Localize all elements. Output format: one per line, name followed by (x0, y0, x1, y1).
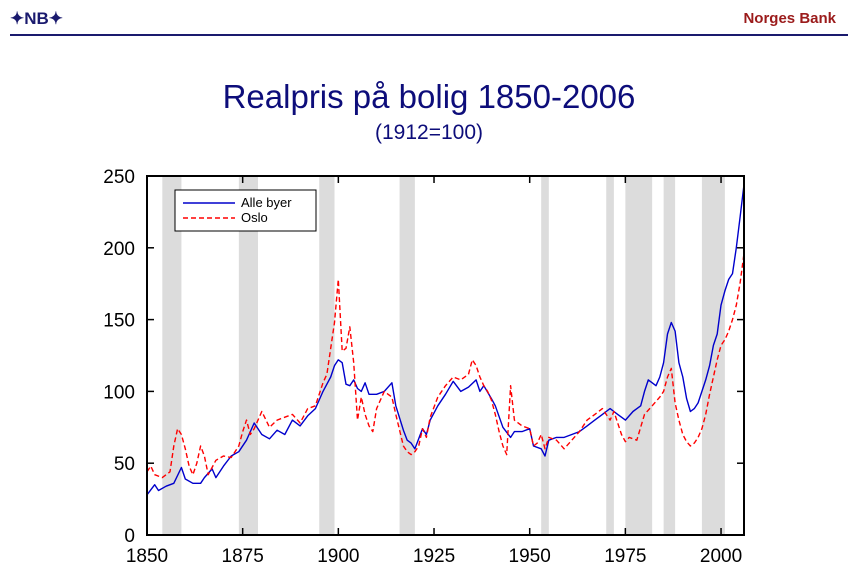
legend-label: Alle byer (241, 195, 292, 210)
series-line-oslo (146, 253, 745, 479)
shaded-period-8 (701, 176, 725, 535)
series-line-alle-byer (146, 184, 745, 496)
series-layer (146, 184, 745, 496)
y-tick-label: 250 (103, 167, 135, 188)
norges-bank-logo: ✦NB✦ (10, 9, 64, 28)
header-rule (10, 34, 848, 36)
legend-label: Oslo (241, 210, 268, 225)
x-axis: 1850 1875 1900 1925 1950 1975 2000 (126, 176, 742, 567)
y-tick-label: 200 (103, 239, 135, 260)
chart-title: Realpris på bolig 1850-2006 (222, 78, 636, 115)
x-tick-label: 1875 (222, 546, 264, 567)
shaded-period-3 (399, 176, 415, 535)
shaded-period-0 (162, 176, 182, 535)
y-axis: 0 50 100 150 200 250 (103, 167, 744, 547)
shaded-period-7 (663, 176, 676, 535)
chart-subtitle: (1912=100) (374, 121, 483, 144)
shaded-period-4 (541, 176, 549, 535)
legend-box (174, 189, 317, 232)
y-tick-label: 0 (124, 526, 135, 547)
x-tick-label: 2000 (700, 546, 742, 567)
x-tick-label: 1850 (126, 546, 168, 567)
x-tick-label: 1925 (413, 546, 455, 567)
shaded-period-5 (606, 176, 614, 535)
y-tick-label: 150 (103, 311, 135, 332)
brand-name: Norges Bank (743, 10, 836, 27)
y-tick-label: 50 (114, 454, 135, 475)
y-tick-label: 100 (103, 382, 135, 403)
x-tick-label: 1950 (509, 546, 551, 567)
shaded-period-2 (319, 176, 335, 535)
x-tick-label: 1975 (604, 546, 646, 567)
plot-frame (146, 175, 745, 536)
shaded-period-6 (625, 176, 653, 535)
x-tick-label: 1900 (317, 546, 359, 567)
